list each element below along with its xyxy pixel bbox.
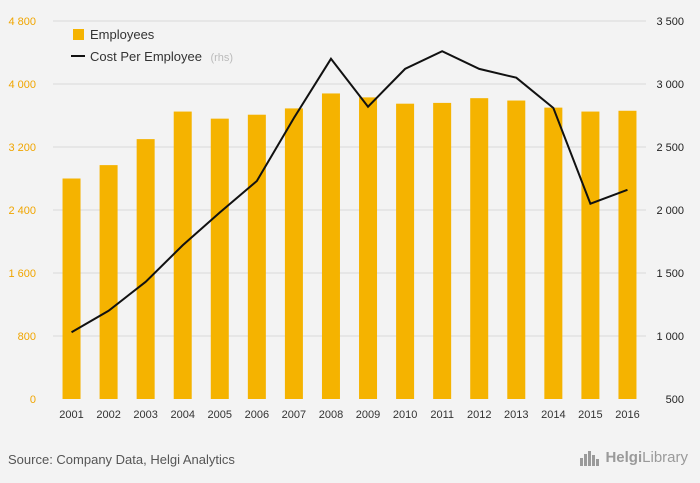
combo-chart: 0 800 1 600 2 400 3 200 4 000 4 800 500 1 000 1 …	[8, 16, 684, 421]
right-tick-label: 2 500	[656, 142, 684, 154]
logo-name: Helgi	[605, 449, 643, 466]
x-tick-label: 2003	[133, 409, 157, 421]
library-buildings-icon	[580, 450, 600, 466]
x-tick-label: 2014	[541, 409, 565, 421]
x-tick-label: 2008	[319, 409, 343, 421]
left-axis-ticks: 0 800 1 600 2 400 3 200 4 000 4 800	[8, 16, 36, 406]
employee-bars	[62, 93, 637, 400]
right-tick-label: 1 500	[656, 268, 684, 280]
x-tick-label: 2007	[282, 409, 306, 421]
employees-bar-2011	[433, 102, 452, 400]
x-tick-label: 2016	[615, 409, 639, 421]
cost-line-layer	[71, 50, 628, 334]
x-tick-label: 2011	[430, 409, 454, 421]
employees-bar-2015	[581, 111, 600, 399]
x-tick-label: 2012	[467, 409, 491, 421]
helgi-library-logo: HelgiLibrary	[579, 449, 688, 466]
x-tick-label: 2013	[504, 409, 528, 421]
legend: Employees Cost Per Employee (rhs)	[71, 27, 233, 65]
employees-bar-2007	[284, 108, 303, 399]
legend-label-cost: Cost Per Employee (rhs)	[90, 48, 233, 65]
employees-bar-2014	[544, 107, 563, 399]
source-note: Source: Company Data, Helgi Analytics	[8, 452, 235, 467]
x-tick-label: 2005	[208, 409, 232, 421]
left-tick-label: 2 400	[8, 205, 36, 217]
employees-bar-2009	[359, 97, 378, 399]
x-tick-label: 2015	[578, 409, 602, 421]
left-tick-label: 0	[30, 394, 36, 406]
right-tick-label: 1 000	[656, 331, 684, 343]
employees-bar-2003	[136, 139, 155, 399]
logo-suffix: Library	[642, 449, 688, 466]
employees-bar-2004	[173, 111, 192, 399]
x-tick-label: 2010	[393, 409, 417, 421]
x-tick-label: 2006	[245, 409, 269, 421]
employees-bar-2006	[247, 114, 266, 400]
employees-bar-2016	[618, 110, 637, 400]
cost-per-employee-line	[71, 50, 628, 334]
left-tick-label: 800	[18, 331, 36, 343]
employees-bar-2002	[99, 165, 118, 399]
right-axis-ticks: 500 1 000 1 500 2 000 2 500 3 000 3 500	[656, 16, 684, 406]
employees-bar-2001	[62, 178, 81, 399]
left-tick-label: 3 200	[8, 142, 36, 154]
legend-label-employees: Employees	[90, 27, 155, 42]
x-tick-label: 2002	[96, 409, 120, 421]
left-tick-label: 4 000	[8, 79, 36, 91]
legend-swatch-employees	[73, 29, 84, 40]
x-axis-ticks: 2001 2002 2003 2004 2005 2006 2007 2008 2009 2010…	[59, 409, 639, 421]
right-tick-label: 3 000	[656, 79, 684, 91]
employees-bar-2010	[396, 103, 415, 399]
x-tick-label: 2004	[170, 409, 194, 421]
right-tick-label: 2 000	[656, 205, 684, 217]
x-tick-label: 2009	[356, 409, 380, 421]
legend-label-cost-name: Cost Per Employee	[90, 49, 202, 64]
left-tick-label: 1 600	[8, 268, 36, 280]
employees-bar-2005	[210, 118, 229, 400]
employees-bar-2012	[470, 98, 489, 400]
x-tick-label: 2001	[59, 409, 83, 421]
legend-label-cost-note: (rhs)	[210, 52, 233, 64]
employees-bar-2013	[507, 100, 526, 399]
employees-bar-2008	[321, 93, 340, 399]
right-tick-label: 500	[666, 394, 684, 406]
left-tick-label: 4 800	[8, 16, 36, 28]
right-tick-label: 3 500	[656, 16, 684, 28]
